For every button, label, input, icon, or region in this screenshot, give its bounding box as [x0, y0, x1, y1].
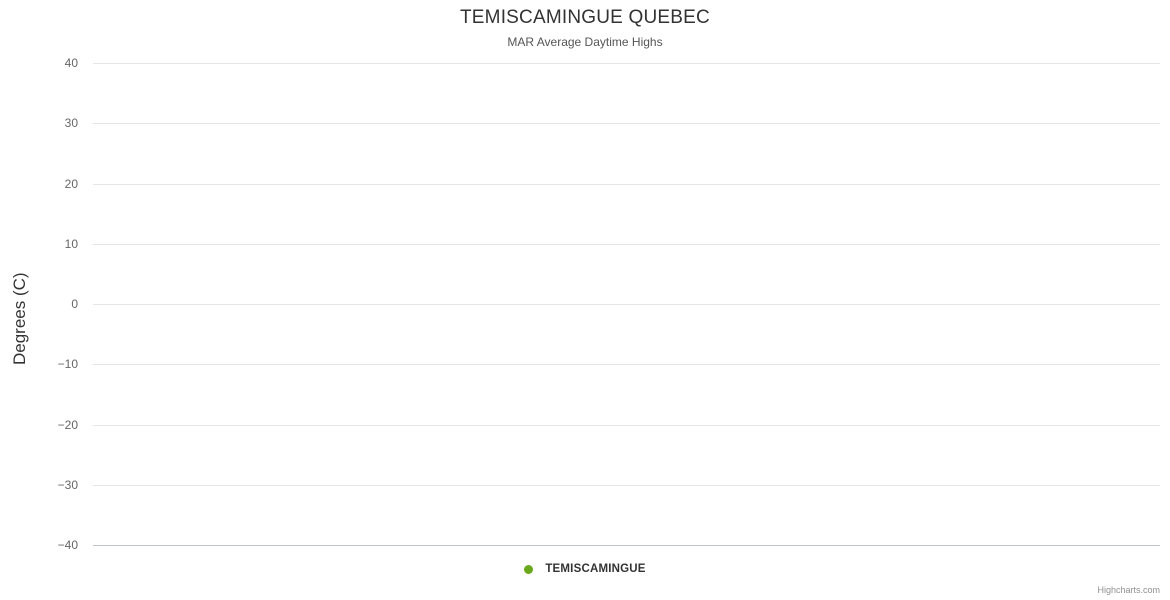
y-tick-label-neg30: −30 [57, 478, 78, 492]
chart-subtitle: MAR Average Daytime Highs [507, 35, 663, 49]
chart-legend: TEMISCAMINGUE [0, 563, 1170, 575]
x-axis-line [93, 545, 1160, 546]
legend-marker-icon [524, 564, 534, 574]
chart-title: TEMISCAMINGUE QUEBEC [460, 7, 710, 28]
gridline-neg30 [93, 485, 1160, 486]
gridline-0 [93, 304, 1160, 305]
gridline-neg10 [93, 364, 1160, 365]
series-layer [93, 63, 1160, 545]
legend-item-temiscamingue[interactable]: TEMISCAMINGUE [524, 563, 645, 575]
y-tick-label-neg40: −40 [57, 538, 78, 552]
legend-item-label: TEMISCAMINGUE [545, 563, 646, 575]
y-tick-label-10: 10 [64, 237, 78, 251]
y-tick-label-neg10: −10 [57, 357, 78, 371]
y-tick-label-40: 40 [64, 56, 78, 70]
gridline-40 [93, 63, 1160, 64]
y-tick-label-0: 0 [71, 297, 78, 311]
plot-area [93, 63, 1160, 546]
gridline-10 [93, 244, 1160, 245]
y-tick-label-30: 30 [64, 116, 78, 130]
y-tick-label-neg20: −20 [57, 418, 78, 432]
y-tick-label-20: 20 [64, 177, 78, 191]
highcharts-credits-link[interactable]: Highcharts.com [1097, 585, 1160, 595]
gridline-20 [93, 184, 1160, 185]
gridline-30 [93, 123, 1160, 124]
gridline-neg20 [93, 425, 1160, 426]
